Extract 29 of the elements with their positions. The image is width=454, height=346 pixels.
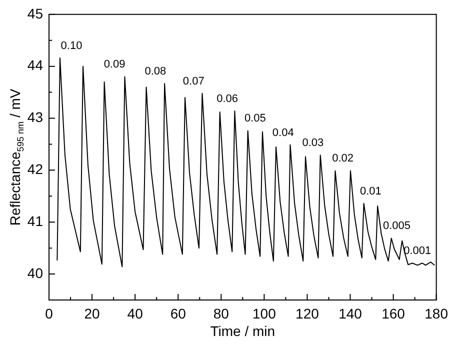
x-tick-label: 80 (213, 305, 230, 322)
x-tick-label: 180 (424, 305, 448, 322)
annotation: 0.06 (216, 93, 238, 106)
y-axis-title: Reflectance595 nm / mV (6, 88, 26, 226)
annotation: 0.005 (382, 220, 410, 232)
annotation: 0.09 (104, 58, 126, 71)
annotation: 0.02 (332, 152, 354, 165)
annotation: 0.04 (272, 126, 294, 139)
annotation: 0.10 (60, 40, 82, 52)
x-tick-label: 0 (45, 305, 54, 322)
x-tick-label: 40 (127, 305, 144, 322)
x-tick-label: 120 (296, 305, 320, 322)
y-tick-label: 44 (27, 57, 44, 74)
annotation: 0.03 (302, 137, 324, 150)
x-axis-title: Time / min (210, 322, 276, 339)
x-tick-label: 20 (84, 305, 100, 322)
x-tick-label: 60 (170, 305, 186, 322)
y-tick-label: 45 (27, 5, 44, 22)
x-tick-label: 100 (252, 305, 276, 322)
annotation: 0.08 (144, 65, 166, 78)
y-tick-label: 40 (27, 264, 44, 281)
annotation: 0.07 (182, 75, 204, 88)
y-tick-label: 41 (27, 212, 44, 229)
x-tick-label: 140 (338, 305, 362, 322)
x-tick-label: 160 (382, 305, 406, 322)
annotation: 0.05 (244, 112, 266, 125)
y-tick-label: 42 (27, 161, 44, 178)
y-tick-label: 43 (27, 109, 44, 126)
annotation: 0.01 (360, 185, 382, 198)
